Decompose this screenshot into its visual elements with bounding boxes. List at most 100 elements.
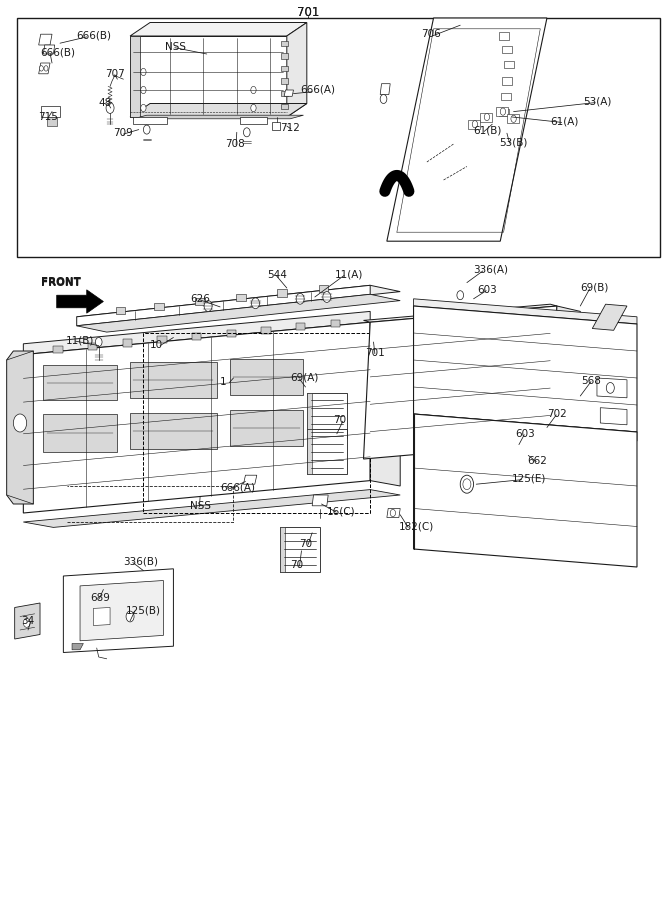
Polygon shape — [501, 93, 511, 100]
Text: 11(A): 11(A) — [335, 269, 364, 280]
Text: 336(B): 336(B) — [123, 556, 158, 567]
Circle shape — [23, 618, 30, 627]
Text: 689: 689 — [90, 592, 110, 603]
Text: 701: 701 — [297, 6, 319, 19]
Text: 603: 603 — [515, 428, 535, 439]
Polygon shape — [507, 114, 519, 123]
Circle shape — [380, 94, 387, 104]
Circle shape — [460, 475, 474, 493]
Polygon shape — [277, 289, 287, 296]
Polygon shape — [154, 302, 163, 310]
Polygon shape — [312, 495, 328, 506]
Polygon shape — [319, 285, 328, 292]
Polygon shape — [592, 304, 627, 330]
Circle shape — [500, 108, 506, 115]
Circle shape — [243, 128, 250, 137]
Text: 336(A): 336(A) — [474, 265, 508, 275]
Polygon shape — [7, 351, 33, 504]
Circle shape — [141, 68, 146, 76]
Polygon shape — [499, 109, 509, 116]
Polygon shape — [307, 429, 312, 474]
Polygon shape — [93, 608, 110, 625]
Text: 48: 48 — [99, 97, 112, 108]
Text: 53(B): 53(B) — [499, 137, 528, 148]
Polygon shape — [550, 306, 580, 448]
Polygon shape — [414, 299, 637, 324]
Polygon shape — [502, 46, 512, 53]
Text: 701: 701 — [366, 347, 386, 358]
Polygon shape — [496, 107, 508, 116]
Text: 53(A): 53(A) — [584, 96, 612, 107]
Polygon shape — [88, 343, 97, 350]
Polygon shape — [130, 22, 307, 36]
Polygon shape — [123, 339, 132, 346]
Polygon shape — [370, 322, 400, 486]
Polygon shape — [387, 508, 400, 518]
Text: 707: 707 — [105, 68, 125, 79]
Text: 715: 715 — [38, 112, 58, 122]
Polygon shape — [133, 117, 167, 124]
Polygon shape — [380, 84, 390, 94]
Circle shape — [141, 86, 146, 94]
Text: 544: 544 — [267, 269, 287, 280]
Polygon shape — [307, 393, 347, 438]
Text: 708: 708 — [225, 139, 245, 149]
Circle shape — [13, 414, 27, 432]
Text: 603: 603 — [477, 284, 497, 295]
Polygon shape — [556, 403, 563, 414]
Polygon shape — [281, 104, 288, 109]
Text: 70: 70 — [290, 560, 303, 571]
Circle shape — [39, 66, 43, 71]
Circle shape — [251, 86, 256, 94]
Polygon shape — [569, 342, 576, 353]
Circle shape — [251, 298, 259, 309]
Text: 10: 10 — [150, 339, 163, 350]
Text: 61(B): 61(B) — [474, 125, 502, 136]
Text: 70: 70 — [334, 415, 347, 426]
Polygon shape — [192, 333, 201, 340]
Polygon shape — [23, 322, 370, 513]
Circle shape — [126, 611, 134, 622]
Circle shape — [95, 338, 102, 346]
Polygon shape — [133, 115, 303, 119]
Text: 34: 34 — [21, 616, 35, 626]
Polygon shape — [284, 90, 293, 96]
Polygon shape — [499, 32, 509, 40]
Polygon shape — [72, 644, 83, 650]
Polygon shape — [280, 526, 320, 572]
Text: 701: 701 — [297, 6, 319, 19]
Circle shape — [251, 104, 256, 112]
Circle shape — [143, 125, 150, 134]
Polygon shape — [23, 490, 400, 527]
Text: 666(A): 666(A) — [300, 85, 335, 95]
Polygon shape — [387, 18, 547, 241]
Polygon shape — [43, 45, 55, 54]
Text: 125(B): 125(B) — [125, 605, 160, 616]
Polygon shape — [77, 294, 400, 332]
Text: 666(B): 666(B) — [40, 47, 75, 58]
Polygon shape — [130, 36, 287, 117]
Polygon shape — [63, 569, 173, 652]
Polygon shape — [600, 408, 627, 425]
Text: 16(C): 16(C) — [327, 506, 356, 517]
Polygon shape — [597, 378, 627, 398]
Polygon shape — [281, 40, 288, 46]
Polygon shape — [15, 603, 40, 639]
Text: 70: 70 — [299, 538, 312, 549]
Text: 666(A): 666(A) — [220, 482, 255, 493]
Text: 626: 626 — [190, 293, 210, 304]
Polygon shape — [468, 120, 480, 129]
Text: 666(B): 666(B) — [77, 31, 111, 41]
Polygon shape — [230, 410, 303, 446]
Text: 69(B): 69(B) — [580, 283, 609, 293]
Polygon shape — [130, 362, 217, 398]
Polygon shape — [414, 306, 637, 432]
Circle shape — [323, 292, 331, 302]
Circle shape — [106, 103, 114, 113]
Polygon shape — [130, 36, 140, 117]
Polygon shape — [47, 117, 57, 126]
Text: 568: 568 — [582, 375, 602, 386]
Circle shape — [44, 66, 48, 71]
Polygon shape — [364, 304, 557, 322]
Polygon shape — [77, 285, 370, 326]
